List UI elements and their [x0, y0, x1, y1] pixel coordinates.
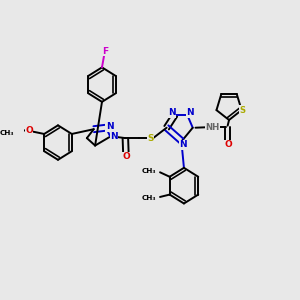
Text: O: O: [25, 126, 33, 135]
Text: O: O: [224, 140, 232, 149]
Text: CH₃: CH₃: [142, 195, 156, 201]
Text: NH: NH: [206, 123, 220, 132]
Text: CH₃: CH₃: [142, 168, 156, 174]
Text: CH₃: CH₃: [0, 130, 14, 136]
Text: N: N: [186, 108, 194, 117]
Text: F: F: [102, 47, 108, 56]
Text: N: N: [179, 140, 187, 149]
Text: O: O: [122, 152, 130, 161]
Text: N: N: [110, 131, 118, 140]
Text: N: N: [106, 122, 113, 131]
Text: S: S: [147, 134, 154, 142]
Text: N: N: [168, 108, 176, 117]
Text: S: S: [239, 106, 245, 115]
